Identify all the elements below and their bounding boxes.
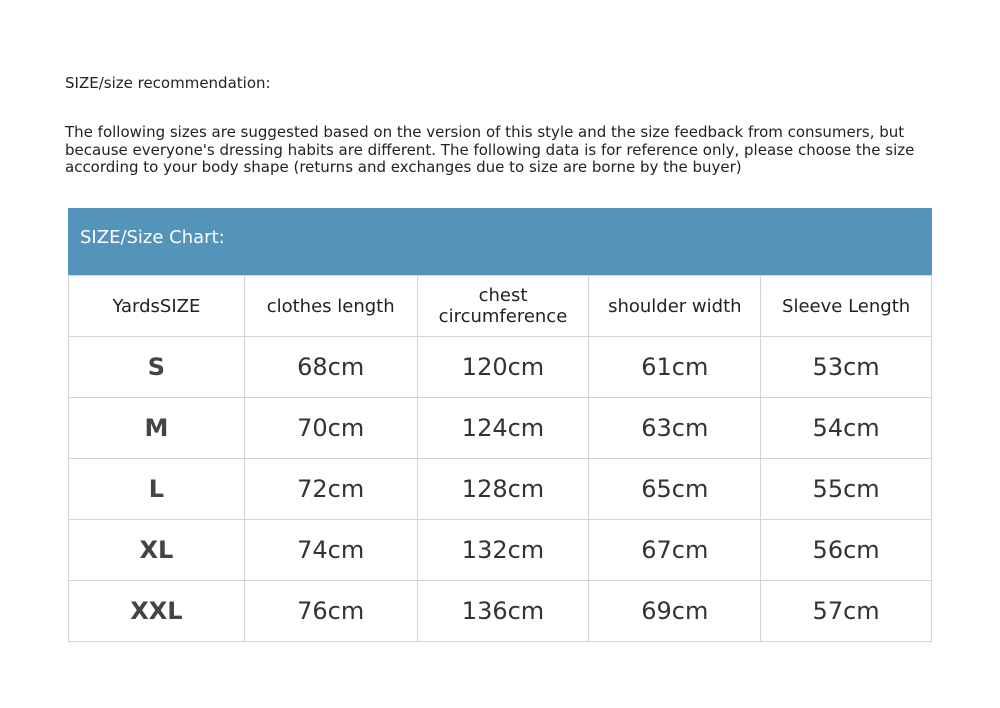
table-cell: 124cm xyxy=(416,397,590,459)
page-title: SIZE/size recommendation: xyxy=(65,74,271,92)
table-cell: 54cm xyxy=(760,397,932,459)
table-cell: S xyxy=(68,336,245,398)
table-row: XXL 76cm 136cm 69cm 57cm xyxy=(68,580,932,642)
table-cell: M xyxy=(68,397,245,459)
table-cell: 74cm xyxy=(243,519,418,581)
table-row: M 70cm 124cm 63cm 54cm xyxy=(68,397,932,459)
header-row: YardsSIZE clothes length chest circumferen… xyxy=(68,275,932,337)
table-cell: 65cm xyxy=(588,458,762,520)
column-header: shoulder width xyxy=(588,275,762,337)
table-row: S 68cm 120cm 61cm 53cm xyxy=(68,336,932,398)
table-cell: 72cm xyxy=(243,458,418,520)
table-cell: 136cm xyxy=(416,580,590,642)
table-cell: 63cm xyxy=(588,397,762,459)
table-cell: 55cm xyxy=(760,458,932,520)
chart-title: SIZE/Size Chart: xyxy=(68,208,932,275)
table-cell: 68cm xyxy=(243,336,418,398)
size-table: YardsSIZE clothes length chest circumferen… xyxy=(68,275,932,642)
table-cell: 67cm xyxy=(588,519,762,581)
table-cell: 53cm xyxy=(760,336,932,398)
table-cell: 132cm xyxy=(416,519,590,581)
table-cell: 76cm xyxy=(243,580,418,642)
column-header: Sleeve Length xyxy=(760,275,932,337)
table-cell: 70cm xyxy=(243,397,418,459)
column-header: clothes length xyxy=(243,275,418,337)
table-row: L 72cm 128cm 65cm 55cm xyxy=(68,458,932,520)
column-header: chest circumference xyxy=(416,275,590,337)
intro-text: The following sizes are suggested based … xyxy=(65,123,915,176)
table-cell: XXL xyxy=(68,580,245,642)
table-cell: L xyxy=(68,458,245,520)
table-cell: 128cm xyxy=(416,458,590,520)
column-header: YardsSIZE xyxy=(68,275,245,337)
table-row: XL 74cm 132cm 67cm 56cm xyxy=(68,519,932,581)
table-cell: 56cm xyxy=(760,519,932,581)
table-cell: XL xyxy=(68,519,245,581)
table-cell: 120cm xyxy=(416,336,590,398)
table-cell: 69cm xyxy=(588,580,762,642)
table-cell: 61cm xyxy=(588,336,762,398)
table-cell: 57cm xyxy=(760,580,932,642)
